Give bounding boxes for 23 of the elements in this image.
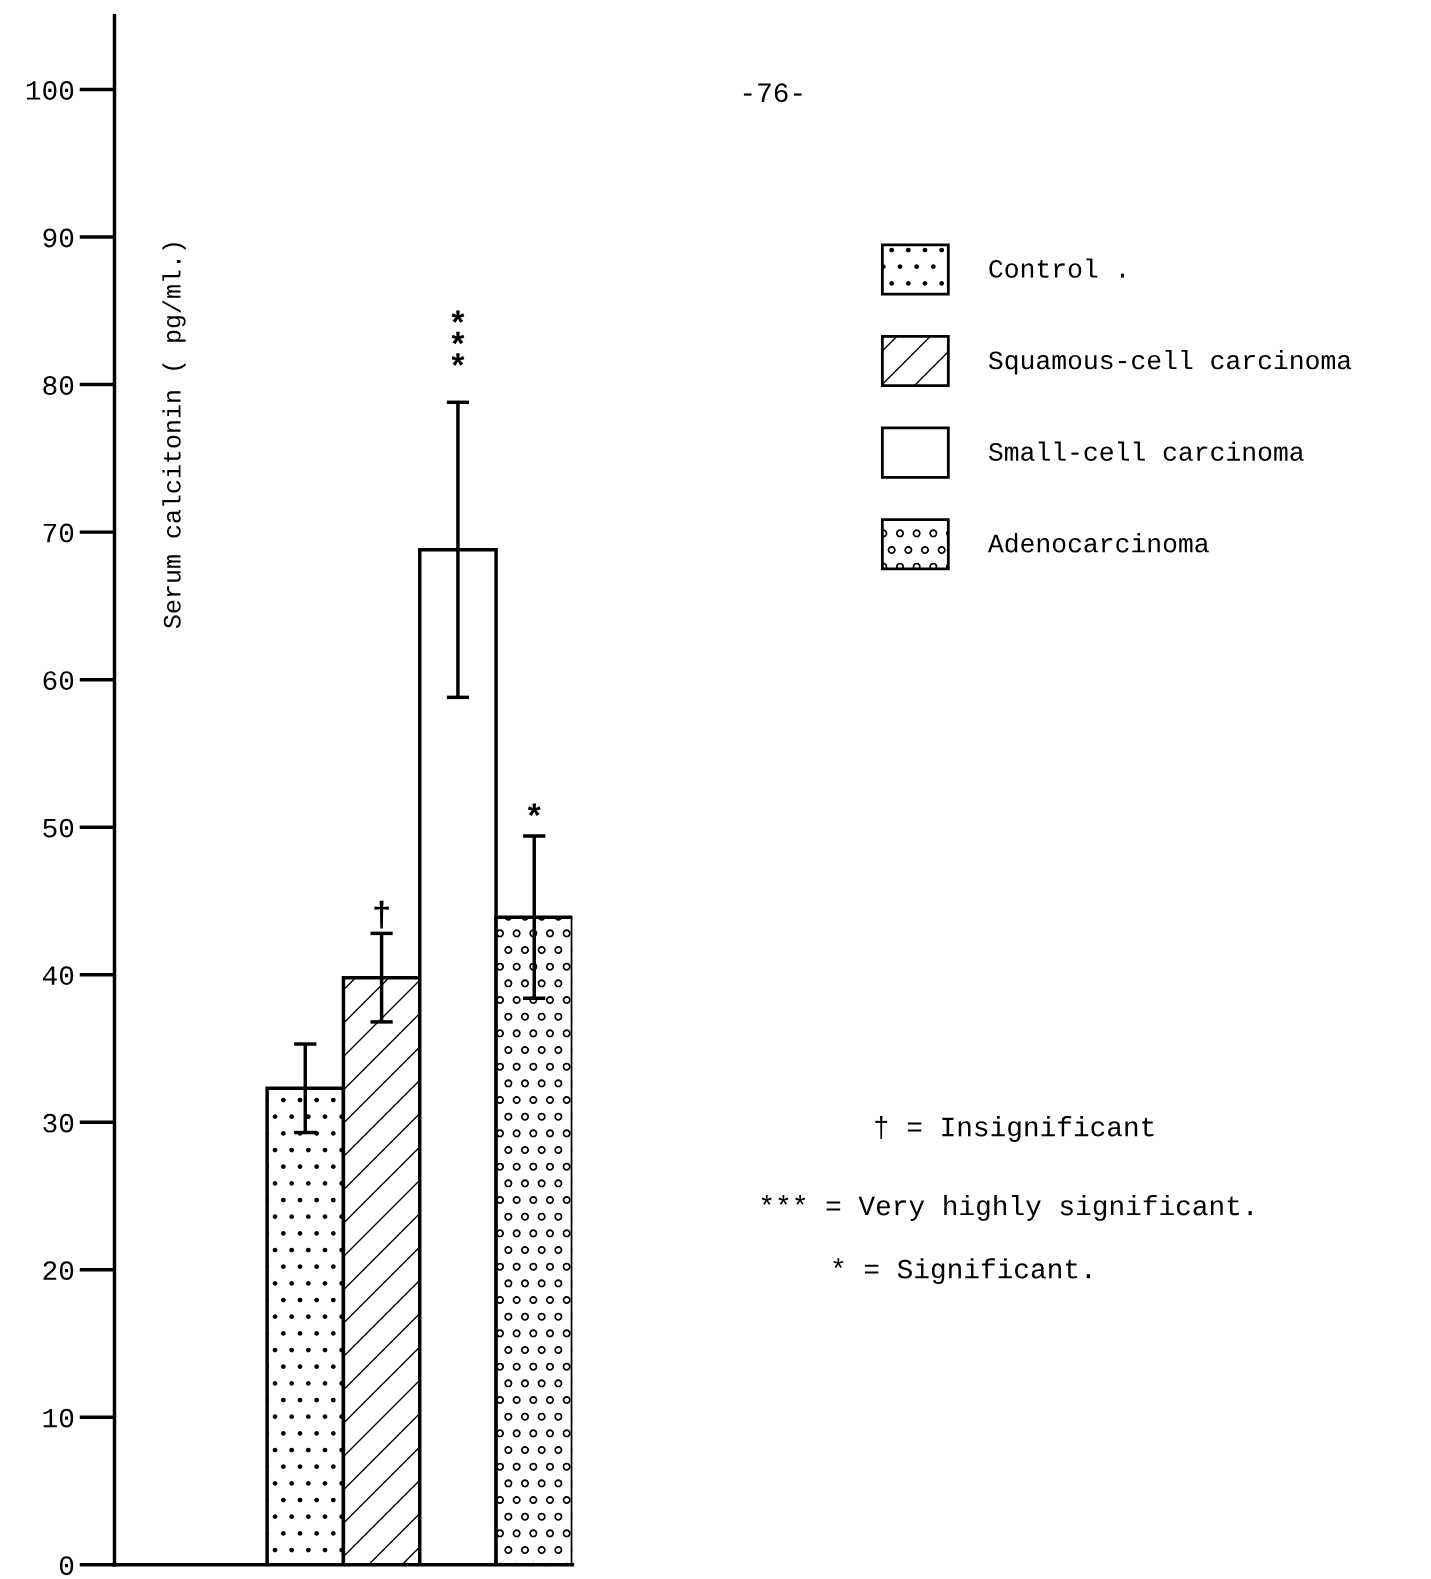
y-tick-label: 20 bbox=[43, 1261, 74, 1281]
legend-label: Control . bbox=[989, 258, 1125, 278]
y-tick-label: 40 bbox=[42, 966, 74, 986]
annotation: *** bbox=[451, 310, 465, 366]
y-tick-label: 100 bbox=[26, 81, 74, 100]
text: *** = Very highly significant. bbox=[761, 1194, 1252, 1221]
y-tick-label: 80 bbox=[43, 376, 74, 395]
data-label: † bbox=[374, 900, 389, 929]
y-tick-label: 90 bbox=[43, 228, 74, 248]
y-tick-label: 50 bbox=[43, 818, 74, 838]
legend-label: Squamous-cell carcinoma bbox=[988, 349, 1352, 375]
legend-label: Small-cell carcinoma bbox=[988, 441, 1304, 461]
y-tick-label: 0 bbox=[59, 1556, 74, 1576]
text: † = Insignificant bbox=[875, 1116, 1154, 1142]
y-axis-title: Serum calcitonin ( pg/ml.) bbox=[162, 243, 186, 629]
data-label: * bbox=[527, 803, 541, 816]
text: * = Significant. bbox=[833, 1258, 1090, 1285]
y-tick-label: 70 bbox=[43, 523, 74, 543]
y-tick-label: 60 bbox=[43, 671, 74, 690]
y-tick-label: 30 bbox=[43, 1113, 74, 1133]
legend-label: Adenocarcinoma bbox=[987, 533, 1209, 553]
y-tick-label: 10 bbox=[43, 1408, 74, 1428]
text: -76- bbox=[743, 83, 802, 103]
